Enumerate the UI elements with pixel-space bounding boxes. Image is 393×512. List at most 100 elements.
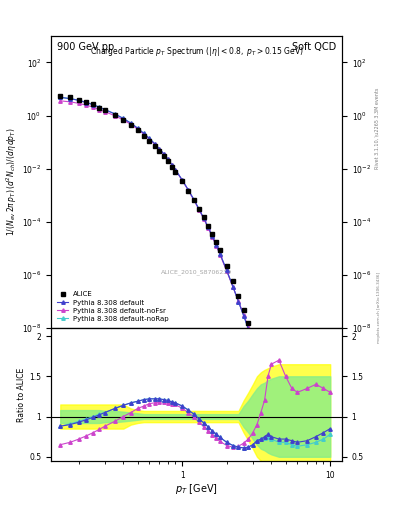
Pythia 8.308 default-noFsr [91,104,95,110]
Pythia 8.308 default-noFsr [191,197,196,203]
Pythia 8.308 default-noRap [214,242,219,248]
ALICE [165,158,170,164]
Pythia 8.308 default [147,135,152,141]
ALICE [246,320,251,326]
ALICE [224,263,229,269]
Pythia 8.308 default-noFsr [241,311,246,317]
Pythia 8.308 default [202,216,206,222]
Legend: ALICE, Pythia 8.308 default, Pythia 8.308 default-noFsr, Pythia 8.308 default-no: ALICE, Pythia 8.308 default, Pythia 8.30… [55,289,172,325]
Pythia 8.308 default-noFsr [210,234,215,240]
ALICE [152,143,157,149]
Pythia 8.308 default [236,298,241,305]
Pythia 8.308 default [191,197,196,203]
Pythia 8.308 default-noRap [76,97,81,103]
Pythia 8.308 default-noRap [259,359,263,366]
Pythia 8.308 default-noRap [283,435,288,441]
ALICE [135,127,140,133]
Pythia 8.308 default [277,413,281,419]
Pythia 8.308 default-noRap [180,177,185,183]
Pythia 8.308 default [305,499,310,505]
Pythia 8.308 default-noFsr [169,162,174,168]
Pythia 8.308 default [58,94,62,100]
ALICE [197,206,202,212]
ALICE [214,239,219,245]
Pythia 8.308 default-noFsr [236,298,241,305]
Pythia 8.308 default [295,473,300,479]
Pythia 8.308 default-noFsr [305,492,310,498]
Pythia 8.308 default-noRap [246,326,251,332]
ALICE [141,133,146,139]
Pythia 8.308 default-noFsr [129,121,133,127]
Pythia 8.308 default-noRap [169,162,174,168]
Pythia 8.308 default-noFsr [152,141,157,147]
Pythia 8.308 default [266,379,270,385]
Pythia 8.308 default [112,111,117,117]
ALICE [191,197,196,203]
Pythia 8.308 default-noRap [152,140,157,146]
Pythia 8.308 default [180,177,185,183]
Pythia 8.308 default-noRap [266,379,270,386]
X-axis label: $p_T\ [\mathrm{GeV}]$: $p_T\ [\mathrm{GeV}]$ [175,482,218,496]
Pythia 8.308 default-noFsr [262,364,267,370]
Pythia 8.308 default [241,312,246,318]
ALICE [76,96,81,102]
Pythia 8.308 default-noFsr [277,402,281,409]
Pythia 8.308 default-noFsr [58,98,62,104]
Pythia 8.308 default-noRap [103,106,107,113]
Pythia 8.308 default-noFsr [289,446,294,453]
Pythia 8.308 default-noFsr [250,335,255,342]
Pythia 8.308 default-noFsr [141,131,146,137]
Pythia 8.308 default-noRap [84,99,89,105]
Pythia 8.308 default [173,166,178,173]
Pythia 8.308 default-noRap [295,474,300,480]
Pythia 8.308 default-noFsr [147,136,152,142]
Y-axis label: $1/(N_{ev}\, 2\pi\, p_T)\, (d^2N_{ch})/(d\eta\, dp_T)$: $1/(N_{ev}\, 2\pi\, p_T)\, (d^2N_{ch})/(… [5,127,19,236]
Pythia 8.308 default-noFsr [283,425,288,432]
Pythia 8.308 default-noRap [224,267,229,273]
Pythia 8.308 default-noFsr [246,324,251,330]
Pythia 8.308 default-noRap [121,115,126,121]
Pythia 8.308 default-noRap [157,146,162,152]
ALICE [157,148,162,154]
Pythia 8.308 default-noFsr [84,102,89,109]
Pythia 8.308 default [186,187,191,193]
Text: ALICE_2010_S8706239: ALICE_2010_S8706239 [161,270,232,275]
Pythia 8.308 default-noRap [210,233,215,240]
Pythia 8.308 default [162,151,166,157]
Pythia 8.308 default-noRap [277,413,281,419]
Pythia 8.308 default [68,96,73,102]
ALICE [241,307,246,313]
Line: Pythia 8.308 default-noFsr: Pythia 8.308 default-noFsr [59,99,332,512]
ALICE [262,366,267,372]
Pythia 8.308 default-noRap [162,151,166,157]
Pythia 8.308 default-noFsr [266,371,270,377]
Pythia 8.308 default-noFsr [214,243,219,249]
ALICE [129,122,133,128]
Pythia 8.308 default-noRap [218,251,222,257]
Pythia 8.308 default [103,106,107,113]
Pythia 8.308 default [76,97,81,103]
Pythia 8.308 default-noRap [269,390,274,396]
Y-axis label: Ratio to ALICE: Ratio to ALICE [17,367,26,421]
ALICE [295,468,300,475]
Line: ALICE: ALICE [58,93,332,512]
Pythia 8.308 default-noFsr [186,187,191,194]
ALICE [305,495,310,501]
Pythia 8.308 default-noRap [58,94,62,100]
Pythia 8.308 default-noFsr [295,465,300,472]
ALICE [58,93,62,99]
Pythia 8.308 default-noRap [165,156,170,162]
Pythia 8.308 default-noFsr [259,355,263,361]
Pythia 8.308 default [289,454,294,460]
Pythia 8.308 default-noRap [236,298,241,305]
Pythia 8.308 default-noFsr [231,284,235,290]
Pythia 8.308 default [141,131,146,137]
ALICE [231,279,235,285]
ALICE [173,168,178,175]
Pythia 8.308 default-noRap [241,312,246,318]
Pythia 8.308 default-noRap [173,166,178,173]
Pythia 8.308 default [206,224,211,230]
ALICE [112,112,117,118]
Pythia 8.308 default-noFsr [76,100,81,106]
Pythia 8.308 default [129,120,133,126]
